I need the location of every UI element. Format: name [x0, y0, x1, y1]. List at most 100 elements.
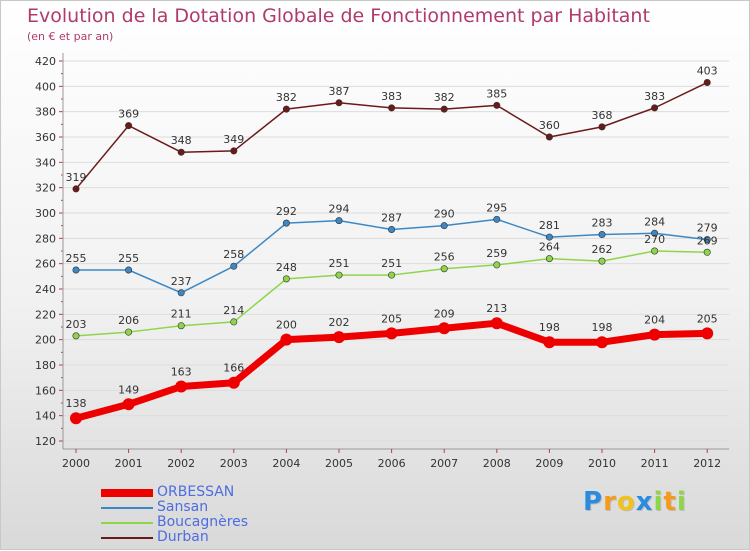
y-tick-label: 140: [35, 410, 56, 423]
data-label: 270: [644, 233, 665, 246]
data-label: 287: [381, 211, 402, 224]
data-label: 248: [276, 261, 297, 274]
data-label: 204: [644, 314, 665, 327]
data-point: [230, 147, 238, 155]
data-point: [703, 79, 711, 87]
logo-letter: r: [603, 487, 617, 517]
data-point: [493, 101, 501, 109]
x-tick-label: 2003: [220, 457, 248, 470]
data-point: [280, 333, 293, 346]
y-tick-label: 320: [35, 182, 56, 195]
data-point: [70, 412, 82, 425]
data-point: [125, 122, 133, 130]
data-point: [230, 262, 238, 270]
x-tick-label: 2007: [430, 457, 458, 470]
data-point: [701, 327, 714, 340]
legend-label-durban: Durban: [157, 529, 209, 545]
data-label: 382: [276, 91, 297, 104]
data-point: [651, 104, 659, 112]
data-label: 264: [539, 241, 560, 254]
data-label: 292: [276, 205, 297, 218]
legend-swatch-boucagneres: [101, 521, 153, 524]
data-point: [388, 104, 396, 112]
data-label: 255: [118, 252, 139, 265]
logo-letter: P: [583, 487, 604, 517]
legend-swatch-sansan: [101, 506, 153, 509]
data-label: 198: [592, 321, 613, 334]
data-label: 283: [592, 217, 613, 230]
data-point: [177, 289, 185, 297]
y-tick-label: 120: [35, 435, 56, 448]
data-point: [388, 271, 396, 279]
data-point: [72, 266, 80, 274]
data-point: [440, 105, 448, 113]
data-label: 163: [171, 366, 192, 379]
data-label: 360: [539, 119, 560, 132]
data-label: 348: [171, 134, 192, 147]
data-label: 387: [329, 85, 350, 98]
data-point: [227, 376, 240, 389]
data-point: [651, 247, 659, 255]
data-point: [438, 322, 451, 335]
x-tick-label: 2011: [641, 457, 669, 470]
data-point: [703, 248, 711, 256]
data-label: 149: [118, 383, 139, 396]
data-label: 368: [592, 109, 613, 122]
data-point: [335, 217, 343, 225]
data-label: 382: [434, 91, 455, 104]
y-tick-label: 340: [35, 156, 56, 169]
y-tick-label: 220: [35, 308, 56, 321]
legend-item-orbessan: ORBESSAN: [101, 485, 248, 500]
legend-swatch-orbessan: [101, 488, 153, 497]
y-tick-label: 280: [35, 232, 56, 245]
data-point: [545, 233, 553, 241]
data-label: 205: [381, 312, 402, 325]
data-point: [122, 398, 135, 411]
data-point: [493, 261, 501, 269]
x-tick-label: 2004: [272, 457, 300, 470]
data-point: [282, 275, 290, 283]
data-label: 200: [276, 319, 297, 332]
data-point: [125, 328, 133, 336]
x-tick-label: 2009: [535, 457, 563, 470]
data-point: [598, 257, 606, 265]
logo-letter: i: [653, 487, 664, 517]
data-point: [596, 336, 608, 349]
data-label: 279: [697, 222, 718, 235]
data-point: [230, 318, 238, 326]
y-tick-label: 200: [35, 334, 56, 347]
x-tick-label: 2002: [167, 457, 195, 470]
data-point: [703, 236, 711, 244]
data-label: 294: [329, 203, 350, 216]
y-tick-label: 260: [35, 258, 56, 271]
y-tick-label: 300: [35, 207, 56, 220]
x-tick-label: 2012: [693, 457, 721, 470]
data-point: [648, 328, 661, 341]
data-point: [388, 225, 396, 233]
data-point: [177, 148, 185, 156]
data-label: 281: [539, 219, 560, 232]
chart-title: Evolution de la Dotation Globale de Fonc…: [27, 5, 650, 27]
data-label: 290: [434, 208, 455, 221]
x-tick-label: 2006: [378, 457, 406, 470]
data-label: 349: [223, 133, 244, 146]
data-point: [543, 336, 556, 349]
data-label: 251: [329, 257, 350, 270]
data-point: [333, 331, 345, 344]
data-point: [335, 271, 343, 279]
legend-label-orbessan: ORBESSAN: [157, 484, 235, 500]
x-tick-label: 2005: [325, 457, 353, 470]
y-tick-label: 240: [35, 283, 56, 296]
logo-letter: i: [676, 487, 687, 517]
data-label: 385: [486, 87, 507, 100]
data-point: [545, 133, 553, 141]
data-point: [385, 327, 398, 340]
y-tick-label: 360: [35, 131, 56, 144]
data-label: 262: [592, 243, 613, 256]
legend-item-boucagneres: Boucagnères: [101, 515, 248, 530]
y-tick-label: 160: [35, 384, 56, 397]
data-label: 259: [486, 247, 507, 260]
data-label: 255: [66, 252, 87, 265]
